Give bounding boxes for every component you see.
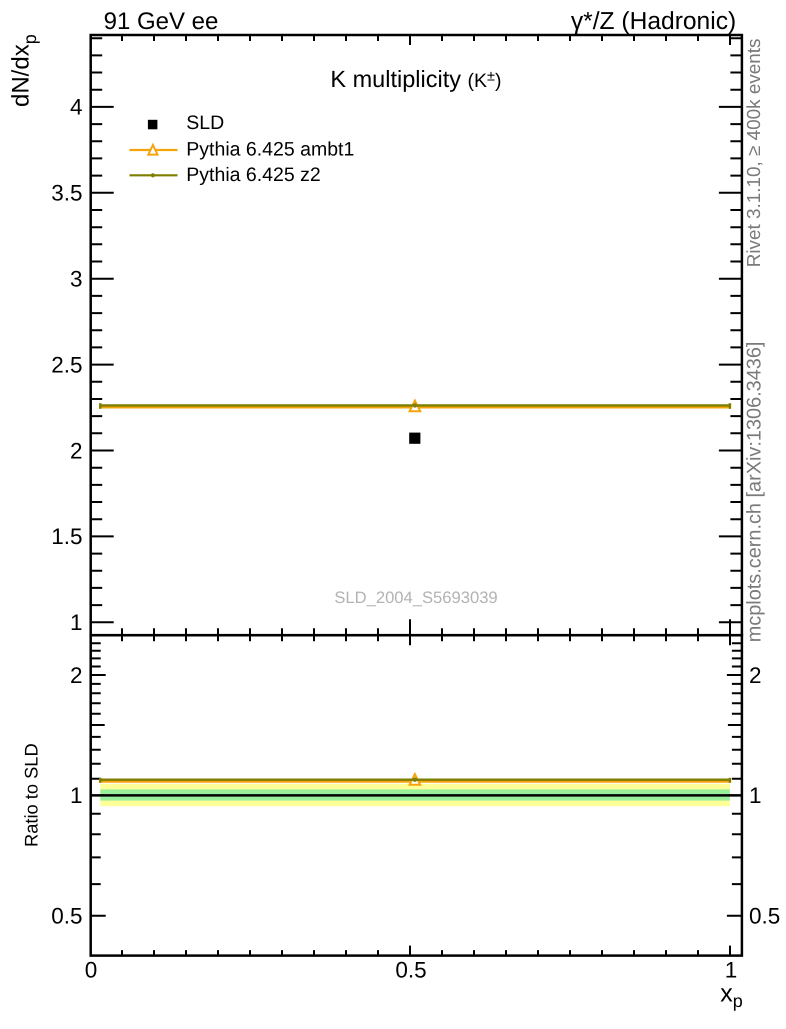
svg-text:Pythia 6.425 z2: Pythia 6.425 z2 bbox=[186, 164, 320, 186]
svg-text:1: 1 bbox=[725, 958, 738, 983]
svg-text:3.5: 3.5 bbox=[51, 181, 82, 206]
svg-text:0.5: 0.5 bbox=[749, 904, 780, 929]
svg-text:SLD_2004_S5693039: SLD_2004_S5693039 bbox=[334, 588, 497, 607]
svg-text:1: 1 bbox=[70, 783, 83, 808]
svg-text:3: 3 bbox=[70, 267, 83, 292]
svg-text:K multiplicity (K±): K multiplicity (K±) bbox=[330, 66, 501, 92]
svg-text:2: 2 bbox=[749, 663, 762, 688]
svg-text:2: 2 bbox=[70, 438, 83, 463]
svg-text:Rivet 3.1.10, ≥ 400k events: Rivet 3.1.10, ≥ 400k events bbox=[744, 39, 765, 268]
svg-text:0: 0 bbox=[85, 958, 98, 983]
svg-text:2: 2 bbox=[70, 663, 83, 688]
svg-text:91 GeV ee: 91 GeV ee bbox=[104, 8, 219, 35]
svg-text:Pythia 6.425 ambt1: Pythia 6.425 ambt1 bbox=[186, 138, 354, 160]
svg-text:γ*/Z (Hadronic): γ*/Z (Hadronic) bbox=[571, 8, 736, 35]
svg-text:Ratio to SLD: Ratio to SLD bbox=[21, 743, 42, 847]
svg-text:4: 4 bbox=[70, 95, 83, 120]
svg-text:1: 1 bbox=[70, 610, 83, 635]
svg-text:1: 1 bbox=[749, 783, 762, 808]
svg-text:mcplots.cern.ch [arXiv:1306.34: mcplots.cern.ch [arXiv:1306.3436] bbox=[743, 342, 765, 643]
svg-text:SLD: SLD bbox=[186, 112, 224, 134]
svg-text:2.5: 2.5 bbox=[51, 352, 82, 377]
svg-text:1.5: 1.5 bbox=[51, 524, 82, 549]
svg-text:0.5: 0.5 bbox=[395, 958, 426, 983]
svg-text:0.5: 0.5 bbox=[51, 904, 82, 929]
